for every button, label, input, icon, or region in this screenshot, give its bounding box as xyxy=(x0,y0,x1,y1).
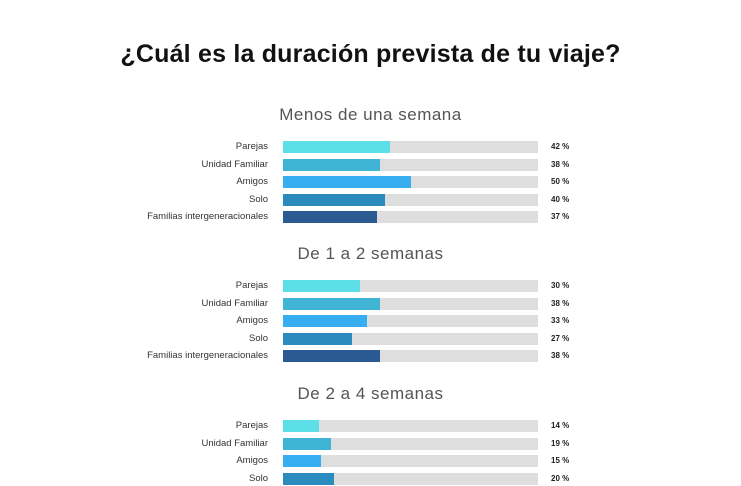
bar-value-label: 19 % xyxy=(551,438,570,448)
group-title: De 1 a 2 semanas xyxy=(297,244,444,263)
bar-track xyxy=(283,176,538,188)
bar-value-label: 27 % xyxy=(551,333,570,343)
bar-track xyxy=(283,437,538,450)
bar xyxy=(283,437,332,450)
bar-value-label: 30 % xyxy=(551,281,570,290)
bar-label: Unidad Familiar xyxy=(201,158,268,170)
bar-label: Amigos xyxy=(236,315,268,326)
bar-track xyxy=(283,158,538,171)
bar-row: Amigos 15 % xyxy=(0,454,741,468)
bar xyxy=(283,297,380,310)
bar-value-label: 20 % xyxy=(551,473,570,483)
bar-value-label: 33 % xyxy=(551,316,570,325)
bar-track xyxy=(283,455,538,467)
bar-row: Amigos 50 % xyxy=(0,175,741,189)
bar-row: Parejas 14 % xyxy=(0,419,741,433)
bar xyxy=(283,176,411,188)
bar xyxy=(283,193,385,206)
bar-row: Amigos 33 % xyxy=(0,314,741,328)
bar-row: Solo 27 % xyxy=(0,332,741,346)
bar-label: Solo xyxy=(248,472,268,484)
bar-value-label: 38 % xyxy=(551,298,570,308)
bar-value-label: 40 % xyxy=(551,194,570,204)
bar xyxy=(283,211,378,223)
bar-track xyxy=(283,280,538,292)
chart-title: ¿Cuál es la duración prevista de tu viaj… xyxy=(120,40,621,68)
bar xyxy=(283,472,334,485)
bar-value-label: 42 % xyxy=(551,142,570,151)
bar-row: Unidad Familiar 19 % xyxy=(0,437,741,451)
bar xyxy=(283,141,391,153)
bar-track xyxy=(283,193,538,206)
bar-track xyxy=(283,472,538,485)
bar-label: Parejas xyxy=(235,280,268,291)
bar xyxy=(283,420,319,432)
bar xyxy=(283,350,380,362)
bar-value-label: 14 % xyxy=(551,421,570,430)
bar-row: Solo 20 % xyxy=(0,472,741,486)
bar-track xyxy=(283,350,538,362)
bar-value-label: 15 % xyxy=(551,456,570,465)
group-title: Menos de una semana xyxy=(279,105,462,124)
bar-row: Familias intergeneracionales 37 % xyxy=(0,210,741,224)
bar-row: Familias intergeneracionales 38 % xyxy=(0,349,741,363)
bar-value-label: 38 % xyxy=(551,351,570,360)
bar-value-label: 37 % xyxy=(551,212,570,221)
bar-label: Solo xyxy=(248,193,268,205)
bar-label: Parejas xyxy=(235,141,268,152)
bar-label: Solo xyxy=(248,332,268,344)
bar xyxy=(283,280,360,292)
bar-label: Unidad Familiar xyxy=(201,297,268,309)
bar xyxy=(283,315,368,327)
bar-value-label: 38 % xyxy=(551,159,570,169)
bar-label: Unidad Familiar xyxy=(201,437,268,449)
bar-label: Familias intergeneracionales xyxy=(147,350,268,361)
bar-row: Solo 40 % xyxy=(0,193,741,207)
bar-row: Unidad Familiar 38 % xyxy=(0,297,741,311)
bar xyxy=(283,332,352,345)
bar-row: Parejas 42 % xyxy=(0,140,741,154)
group-title: De 2 a 4 semanas xyxy=(297,384,444,403)
bar-row: Unidad Familiar 38 % xyxy=(0,158,741,172)
bar xyxy=(283,158,380,171)
bar-label: Amigos xyxy=(236,176,268,187)
bar-track xyxy=(283,420,538,432)
bar xyxy=(283,455,322,467)
bar-row: Parejas 30 % xyxy=(0,279,741,293)
bar-track xyxy=(283,211,538,223)
bar-label: Amigos xyxy=(236,455,268,466)
bar-track xyxy=(283,332,538,345)
bar-track xyxy=(283,141,538,153)
bar-label: Familias intergeneracionales xyxy=(147,211,268,222)
bar-track xyxy=(283,297,538,310)
bar-track xyxy=(283,315,538,327)
bar-value-label: 50 % xyxy=(551,177,570,186)
bar-label: Parejas xyxy=(235,420,268,431)
